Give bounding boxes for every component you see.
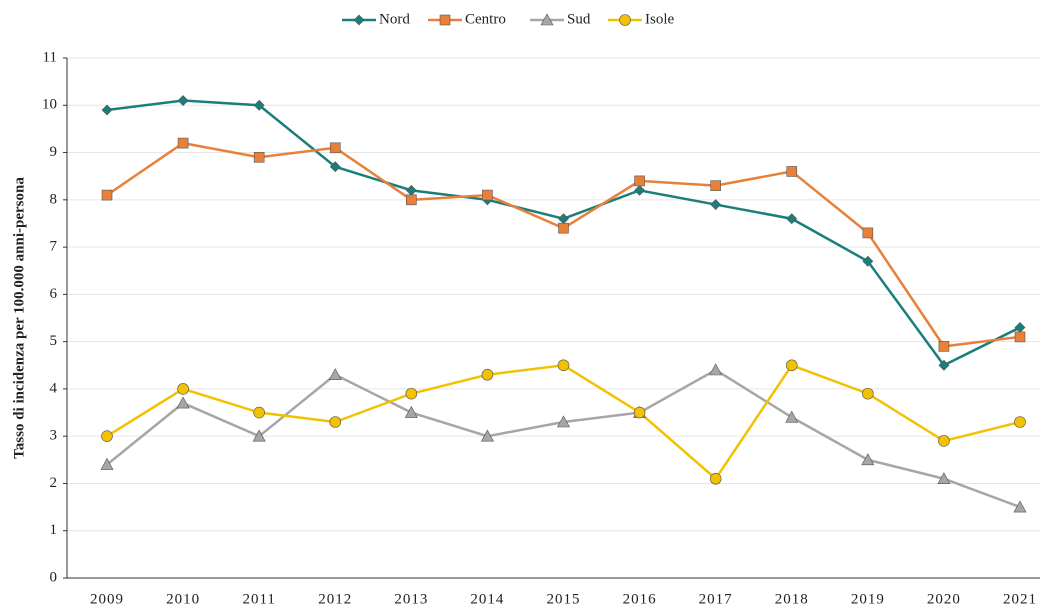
y-axis-label: Tasso di incidenza per 100.000 anni-pers… (11, 177, 27, 459)
marker (861, 453, 875, 466)
legend-marker (439, 14, 451, 26)
x-tick-label: 2009 (90, 591, 124, 607)
marker (634, 184, 646, 196)
marker (709, 363, 723, 376)
marker (252, 429, 266, 442)
marker (405, 184, 417, 196)
marker (328, 368, 342, 381)
x-tick-label: 2015 (547, 591, 581, 607)
x-tick-label: 2014 (470, 591, 504, 607)
marker (406, 194, 417, 206)
y-tick-label: 4 (50, 380, 58, 396)
y-tick-label: 5 (50, 333, 58, 349)
marker (253, 99, 265, 111)
legend-marker (353, 14, 365, 26)
y-tick-label: 10 (42, 97, 57, 113)
x-tick-label: 2013 (394, 591, 428, 607)
marker (481, 368, 494, 381)
legend-label: Isole (645, 11, 675, 27)
marker (176, 396, 190, 409)
x-tick-label: 2020 (927, 591, 961, 607)
marker (634, 175, 645, 187)
marker (785, 410, 799, 423)
marker (1014, 416, 1026, 428)
y-tick-label: 7 (50, 239, 58, 255)
x-tick-label: 2012 (318, 591, 352, 607)
marker (710, 180, 721, 191)
marker (482, 189, 493, 201)
marker (253, 406, 265, 419)
legend-marker (540, 13, 554, 26)
marker (633, 406, 646, 419)
marker (405, 387, 418, 400)
marker (1013, 500, 1027, 513)
x-tick-label: 2021 (1003, 591, 1037, 607)
legend-label: Sud (567, 11, 591, 27)
y-tick-label: 1 (50, 522, 58, 538)
marker (480, 429, 494, 442)
y-tick-label: 0 (50, 569, 58, 585)
marker (101, 104, 113, 116)
marker (785, 359, 798, 372)
marker (938, 435, 950, 447)
x-tick-label: 2016 (623, 591, 657, 607)
y-tick-label: 9 (50, 144, 58, 160)
marker (937, 472, 951, 485)
marker (101, 189, 113, 201)
marker (558, 222, 569, 234)
x-tick-label: 2019 (851, 591, 885, 607)
marker (1014, 331, 1026, 343)
marker (253, 151, 265, 163)
legend-label: Nord (379, 11, 410, 27)
marker (100, 457, 114, 470)
marker (862, 255, 874, 267)
marker (329, 416, 342, 428)
y-tick-label: 11 (43, 49, 57, 65)
marker (101, 430, 113, 442)
y-tick-label: 3 (50, 428, 58, 444)
marker (938, 359, 950, 371)
marker (862, 387, 874, 400)
marker (786, 213, 798, 225)
legend-marker (619, 14, 631, 26)
marker (709, 472, 722, 485)
marker (558, 213, 569, 225)
marker (329, 161, 341, 173)
marker (786, 166, 798, 177)
marker (177, 137, 189, 149)
x-tick-label: 2017 (699, 591, 733, 607)
x-tick-label: 2018 (775, 591, 809, 607)
x-tick-label: 2011 (242, 591, 275, 607)
legend-label: Centro (465, 11, 506, 27)
y-tick-label: 8 (50, 191, 58, 207)
marker (557, 359, 570, 372)
marker (710, 199, 722, 210)
series-line (106, 368, 1021, 509)
series-line (106, 141, 1021, 348)
marker (862, 227, 874, 239)
marker (177, 383, 189, 395)
marker (177, 95, 189, 106)
marker (329, 142, 341, 154)
marker (556, 415, 571, 428)
y-tick-label: 6 (50, 286, 58, 302)
x-tick-label: 2010 (166, 591, 200, 607)
marker (938, 341, 950, 352)
marker (1014, 322, 1026, 333)
marker (404, 405, 418, 418)
y-tick-label: 2 (50, 475, 58, 491)
